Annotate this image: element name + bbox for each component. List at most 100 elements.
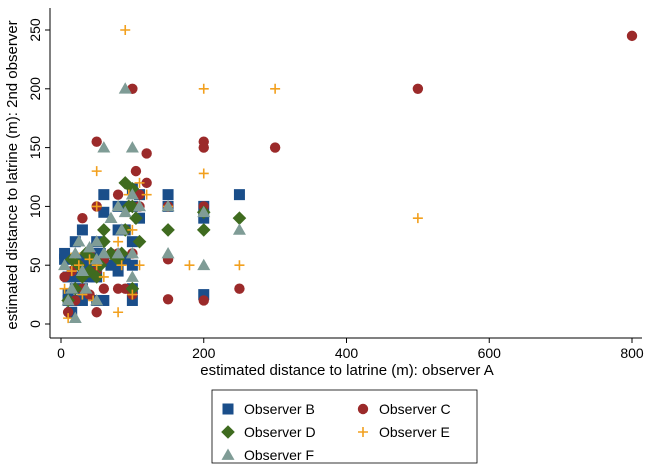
data-point <box>104 211 118 224</box>
y-tick-label: 50 <box>27 257 43 273</box>
data-point <box>197 205 211 218</box>
data-point <box>98 206 110 218</box>
data-point <box>91 307 102 318</box>
legend-entry: Observer D <box>221 424 316 440</box>
data-point <box>90 293 104 306</box>
legend-entry: Observer B <box>222 401 315 417</box>
data-point <box>127 289 138 300</box>
legend-label: Observer C <box>379 401 451 417</box>
data-point <box>125 246 139 259</box>
data-point <box>269 142 281 153</box>
data-point <box>162 294 174 305</box>
data-point <box>141 177 152 189</box>
data-point <box>91 136 102 147</box>
data-point <box>198 168 209 179</box>
x-tick-label: 400 <box>335 345 359 361</box>
legend-items: Observer B Observer C Observer D Observer E… <box>221 401 451 463</box>
data-point <box>72 235 86 247</box>
data-point <box>270 83 281 94</box>
data-point <box>97 246 111 259</box>
data-point <box>412 213 423 224</box>
series-observer-c <box>59 30 638 318</box>
data-point <box>233 189 245 201</box>
data-point <box>234 260 245 271</box>
data-point <box>63 313 74 324</box>
x-tick-label: 0 <box>57 345 65 361</box>
data-point <box>118 82 132 94</box>
legend-box <box>211 389 478 464</box>
data-point <box>68 311 82 323</box>
data-point <box>89 270 104 284</box>
data-point <box>161 246 175 259</box>
data-point <box>133 199 147 212</box>
data-point <box>75 264 89 276</box>
data-point <box>61 293 75 306</box>
data-point <box>97 141 111 153</box>
data-point <box>59 271 70 283</box>
data-point <box>90 235 104 247</box>
data-point <box>105 259 117 271</box>
data-point <box>84 254 95 265</box>
data-point <box>234 283 245 294</box>
data-point <box>113 307 124 318</box>
legend-label: Observer D <box>244 424 316 440</box>
data-point <box>198 142 209 153</box>
data-point <box>127 224 138 235</box>
data-point <box>98 283 110 294</box>
data-point <box>77 212 88 224</box>
legend-marker <box>358 427 368 437</box>
data-point <box>120 25 131 35</box>
data-point <box>125 188 139 200</box>
data-point <box>119 253 131 265</box>
y-axis-title: estimated distance to latrine (m): 2nd o… <box>4 20 21 329</box>
data-point <box>112 265 124 277</box>
legend-marker <box>221 425 235 439</box>
data-point <box>198 289 210 301</box>
x-axis-title: estimated distance to latrine (m): obser… <box>200 362 493 379</box>
x-tick-label: 600 <box>478 345 502 361</box>
legend-label: Observer B <box>244 401 315 417</box>
data-point <box>98 189 110 201</box>
legend-marker <box>357 403 369 415</box>
data-point <box>91 166 102 177</box>
legend-entry: Observer C <box>357 401 451 417</box>
data-point <box>118 176 133 190</box>
data-point <box>141 148 152 159</box>
data-point <box>98 271 109 282</box>
legend: Observer B Observer C Observer D Observer E… <box>211 389 478 464</box>
data-point <box>118 205 132 218</box>
data-point <box>134 260 145 271</box>
data-point <box>76 294 88 306</box>
x-tick-label: 200 <box>192 345 216 361</box>
data-point <box>97 223 111 237</box>
y-tick-label: 150 <box>27 136 43 160</box>
data-point <box>66 266 77 277</box>
data-points <box>58 25 638 324</box>
data-point <box>76 224 88 236</box>
data-point <box>116 260 127 271</box>
data-point <box>90 252 104 265</box>
data-point <box>112 283 124 294</box>
series-observer-d <box>61 176 247 308</box>
legend-label: Observer E <box>379 424 450 440</box>
data-point <box>113 236 124 247</box>
data-point <box>196 223 211 237</box>
data-point <box>126 294 138 306</box>
data-point <box>129 211 143 225</box>
data-point <box>232 211 247 225</box>
data-point <box>162 189 174 201</box>
data-point <box>82 264 97 278</box>
series-observer-e <box>59 25 423 324</box>
data-point <box>111 199 125 212</box>
data-point <box>412 83 424 95</box>
data-point <box>120 283 131 294</box>
data-point <box>134 177 145 188</box>
series-observer-f <box>58 82 246 323</box>
y-tick-label: 0 <box>27 320 43 328</box>
data-point <box>126 259 138 271</box>
data-point <box>184 260 195 271</box>
data-point <box>59 247 71 259</box>
legend-marker <box>221 448 235 460</box>
data-point <box>132 234 147 249</box>
